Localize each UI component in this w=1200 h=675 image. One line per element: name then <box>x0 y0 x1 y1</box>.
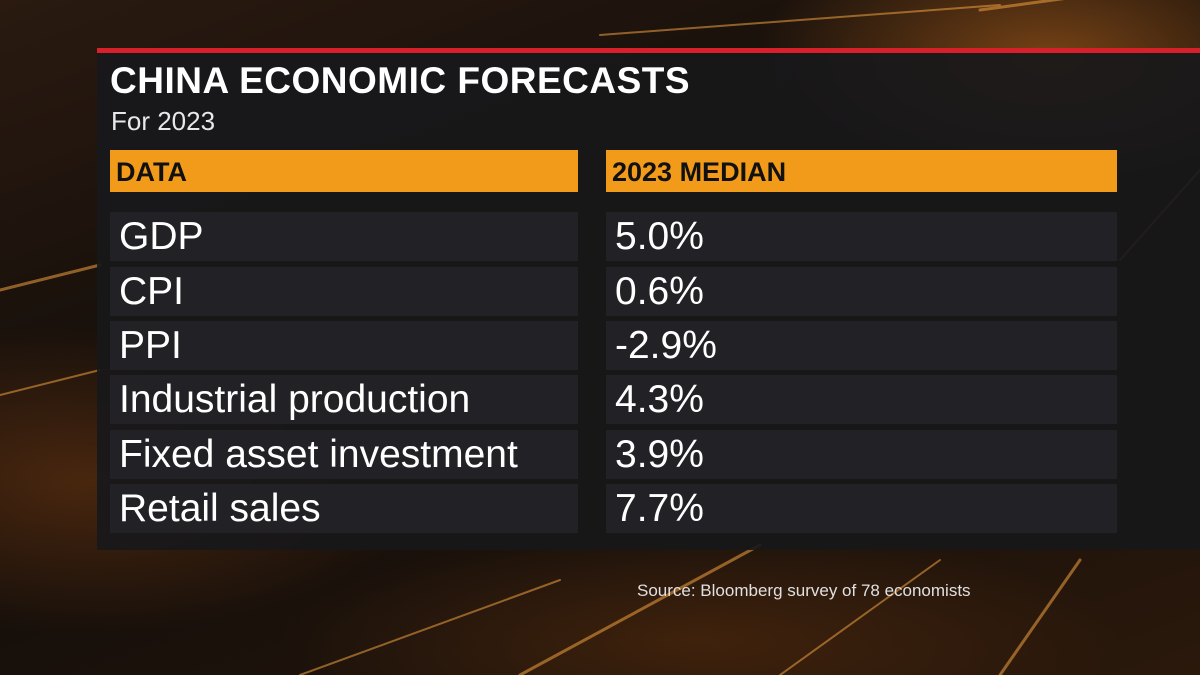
page-title: CHINA ECONOMIC FORECASTS <box>110 60 691 101</box>
row-value-gdp: 5.0% <box>606 212 1117 261</box>
row-label-retail-sales: Retail sales <box>110 484 578 533</box>
row-value-industrial-production: 4.3% <box>606 375 1117 424</box>
row-value-ppi: -2.9% <box>606 321 1117 370</box>
row-label-fixed-asset-investment: Fixed asset investment <box>110 430 578 479</box>
row-value-fixed-asset-investment: 3.9% <box>606 430 1117 479</box>
row-value-cpi: 0.6% <box>606 267 1117 316</box>
row-label-cpi: CPI <box>110 267 578 316</box>
column-header-2023-median: 2023 MEDIAN <box>606 150 1117 192</box>
source-note: Source: Bloomberg survey of 78 economist… <box>637 581 971 600</box>
row-label-gdp: GDP <box>110 212 578 261</box>
column-header-data: DATA <box>110 150 578 192</box>
row-label-industrial-production: Industrial production <box>110 375 578 424</box>
page-subtitle: For 2023 <box>111 106 216 136</box>
row-value-retail-sales: 7.7% <box>606 484 1117 533</box>
row-label-ppi: PPI <box>110 321 578 370</box>
